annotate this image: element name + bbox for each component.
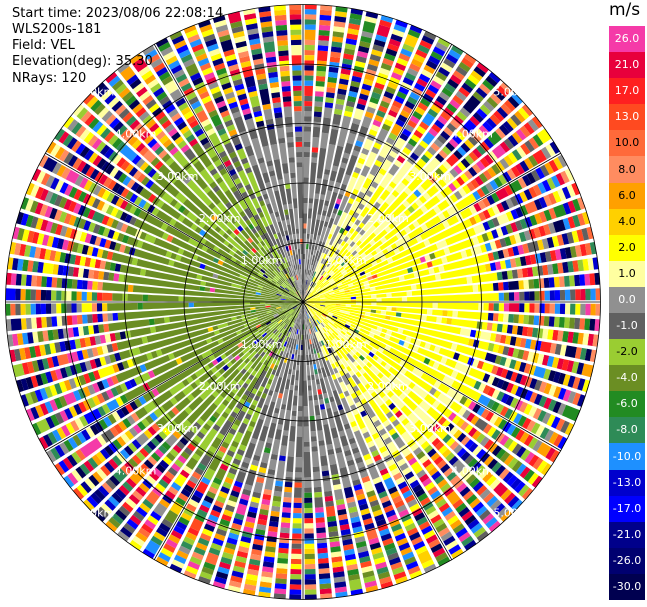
colorbar-swatch <box>609 521 645 548</box>
gate-group--2.0 <box>12 29 584 595</box>
spoke-150 <box>302 301 453 560</box>
colorbar-label: 4.0 <box>618 214 636 228</box>
ring-label: 2.00km <box>367 380 409 393</box>
range-ring-labels: 1.00km 1.00km 1.00km 1.00km 2.00km 2.00km 2.00… <box>73 86 535 520</box>
colorbar-label: 10.0 <box>614 136 640 150</box>
gate-group--1.0 <box>14 25 590 599</box>
colorbar-swatch <box>609 52 645 79</box>
gate-group--30.0 <box>16 15 601 580</box>
spoke-240 <box>45 301 304 452</box>
colorbar-swatch <box>609 469 645 496</box>
colorbar-swatch <box>609 391 645 418</box>
colorbar-swatch <box>609 573 645 600</box>
spoke-300 <box>45 152 304 303</box>
colorbar-label: -1.0 <box>616 319 638 333</box>
colorbar-swatch <box>609 417 645 444</box>
ring-label: 1.00km <box>241 338 283 351</box>
colorbar-label: 21.0 <box>614 58 640 72</box>
colorbar-swatch <box>609 547 645 574</box>
ring-label: 5.00km <box>73 86 115 99</box>
colorbar-label: -6.0 <box>616 397 638 411</box>
spoke-60 <box>302 152 561 303</box>
colorbar-swatch <box>609 495 645 522</box>
colorbar <box>607 0 647 607</box>
colorbar-swatch <box>609 339 645 366</box>
ring-label: 4.00km <box>115 464 157 477</box>
ring-label: 2.00km <box>199 380 241 393</box>
ring-label: 4.00km <box>451 464 493 477</box>
instrument-text: WLS200s-181 <box>12 22 102 37</box>
ring-label: 4.00km <box>115 128 157 141</box>
ring-label: 5.00km <box>493 506 535 519</box>
ring-label: 3.00km <box>409 170 451 183</box>
ring-label: 3.00km <box>409 422 451 435</box>
colorbar-label: -2.0 <box>616 345 638 359</box>
colorbar-label: 26.0 <box>614 32 640 46</box>
ring-label: 3.00km <box>157 170 199 183</box>
colorbar-swatch <box>609 78 645 105</box>
colorbar-label: -10.0 <box>612 449 642 463</box>
ring-label: 2.00km <box>367 212 409 225</box>
colorbar-swatch <box>609 234 645 261</box>
colorbar-swatch <box>609 26 645 53</box>
colorbar-label: 8.0 <box>618 162 636 176</box>
colorbar-swatch <box>609 260 645 287</box>
colorbar-label: -26.0 <box>612 553 642 567</box>
colorbar-swatch <box>609 182 645 209</box>
colorbar-swatch <box>609 130 645 157</box>
gate-group-0.0 <box>6 24 586 583</box>
field-text: Field: VEL <box>12 38 75 53</box>
start-time-text: Start time: 2023/08/06 22:08:14 <box>12 6 224 21</box>
nrays-text: NRays: 120 <box>12 71 87 86</box>
azimuth-spokes <box>5 4 601 600</box>
colorbar-swatch <box>609 365 645 392</box>
ring-label: 5.00km <box>73 506 115 519</box>
ring-label: 4.00km <box>451 128 493 141</box>
ring-label: 3.00km <box>157 422 199 435</box>
ppi-plot: 1.00km 1.00km 1.00km 1.00km 2.00km 2.00km 2.00… <box>5 4 601 600</box>
spoke-210 <box>153 301 304 560</box>
colorbar-swatch <box>609 313 645 340</box>
ring-label: 1.00km <box>325 338 367 351</box>
colorbar-label: -8.0 <box>616 423 638 437</box>
elevation-text: Elevation(deg): 35.30 <box>12 54 153 69</box>
colorbar-swatch <box>609 104 645 131</box>
colorbar-label: -13.0 <box>612 475 642 489</box>
gate-group-26.0 <box>10 19 600 595</box>
ring-label: 5.00km <box>493 86 535 99</box>
ring-label: 1.00km <box>325 254 367 267</box>
colorbar-label: 0.0 <box>618 292 636 306</box>
spoke-120 <box>302 301 561 452</box>
gate-group--4.0 <box>17 20 577 590</box>
gate-group-8.0 <box>14 5 601 599</box>
colorbar-label: -21.0 <box>612 527 642 541</box>
colorbar-label: 17.0 <box>614 84 640 98</box>
colorbar-label: -4.0 <box>616 371 638 385</box>
colorbar-swatch <box>609 286 645 313</box>
colorbar-label: 2.0 <box>618 240 636 254</box>
colorbar-label: -17.0 <box>612 501 642 515</box>
spoke-30 <box>302 44 453 303</box>
colorbar-swatch <box>609 208 645 235</box>
spoke-330 <box>153 44 304 303</box>
colorbar-label: 1.0 <box>618 266 636 280</box>
ring-label: 2.00km <box>199 212 241 225</box>
velocity-gates <box>5 4 601 600</box>
colorbar-label: 6.0 <box>618 188 636 202</box>
ring-label: 1.00km <box>241 254 283 267</box>
colorbar-label: -30.0 <box>612 579 642 593</box>
colorbar-unit: m/s <box>609 0 641 20</box>
colorbar-swatch <box>609 156 645 183</box>
colorbar-label: 13.0 <box>614 110 640 124</box>
colorbar-swatch <box>609 443 645 470</box>
